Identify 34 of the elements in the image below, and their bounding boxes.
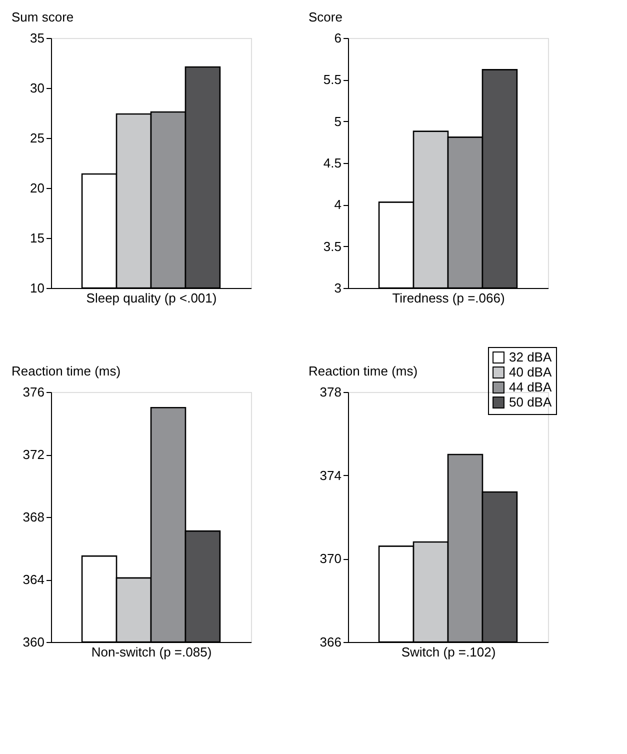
y-tick-label: 366 (320, 634, 342, 650)
y-axis-title: Sum score (12, 10, 74, 24)
y-tick-label: 20 (30, 180, 44, 196)
y-tick-label: 35 (30, 30, 44, 46)
y-tick-label: 10 (30, 280, 44, 296)
y-tick-label: 5 (334, 114, 342, 129)
y-tick-label: 376 (22, 384, 44, 400)
y-tick-label: 364 (22, 572, 44, 587)
legend-label: 40 dBA (509, 364, 552, 380)
y-tick-label: 378 (320, 384, 342, 400)
y-tick-label: 6 (334, 30, 342, 46)
x-axis-title: Switch (p =.102) (401, 644, 496, 660)
legend-label: 32 dBA (509, 350, 552, 364)
legend-label: 50 dBA (509, 394, 552, 410)
y-tick-label: 360 (22, 634, 44, 650)
y-tick-label: 3.5 (323, 238, 342, 254)
legend-label: 44 dBA (509, 380, 552, 394)
y-tick-label: 30 (30, 80, 44, 96)
y-axis-title: Reaction time (ms) (308, 364, 418, 378)
y-tick-label: 370 (320, 551, 342, 566)
y-tick-label: 368 (22, 510, 44, 524)
y-axis-title: Reaction time (ms) (12, 364, 121, 378)
y-tick-label: 15 (30, 230, 44, 246)
y-axis-title: Score (308, 10, 342, 24)
x-axis-title: Tiredness (p =.066) (392, 290, 505, 306)
y-tick-label: 372 (22, 447, 44, 462)
y-tick-label: 374 (320, 468, 342, 483)
y-tick-label: 5.5 (323, 72, 342, 88)
y-tick-label: 4 (334, 197, 342, 212)
y-tick-label: 3 (334, 280, 342, 296)
x-axis-title: Non-switch (p =.085) (91, 644, 212, 660)
x-axis-title: Sleep quality (p <.001) (86, 290, 217, 306)
y-tick-label: 4.5 (323, 156, 342, 170)
y-tick-label: 25 (30, 130, 44, 146)
